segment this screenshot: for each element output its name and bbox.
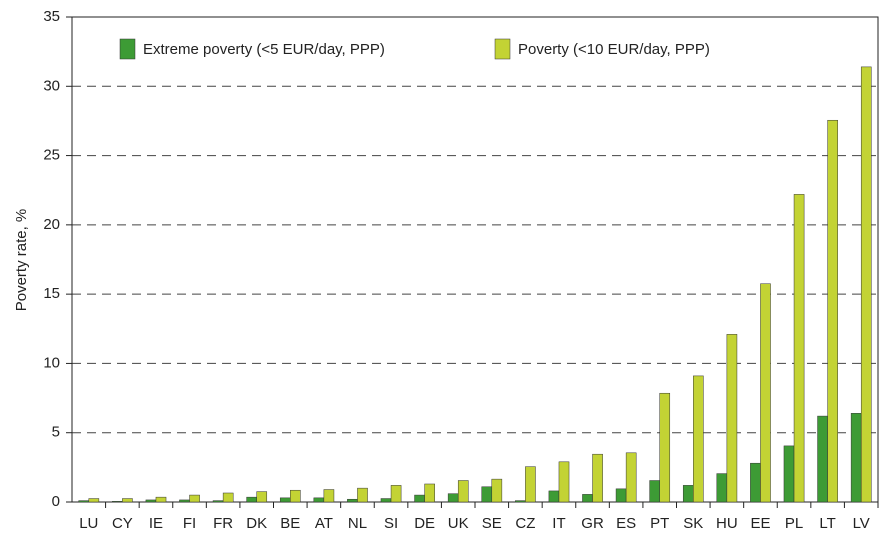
bar	[88, 498, 100, 503]
bar	[390, 485, 402, 503]
bar	[290, 489, 301, 503]
y-tick-label: 0	[52, 493, 60, 510]
x-tick-label: CY	[112, 515, 133, 532]
bar	[625, 452, 637, 503]
bar	[414, 494, 425, 503]
x-tick-label: AT	[315, 515, 333, 532]
x-tick-label: SK	[683, 515, 703, 532]
bar	[491, 478, 503, 503]
x-tick-label: EE	[750, 515, 770, 532]
bar	[313, 497, 325, 503]
bar	[860, 66, 872, 503]
bar	[424, 483, 435, 503]
x-tick-label: SI	[384, 515, 398, 532]
bar	[817, 415, 828, 503]
bar	[716, 473, 728, 503]
y-tick-label: 25	[43, 147, 60, 164]
bar	[457, 480, 469, 503]
bar	[525, 466, 536, 503]
x-tick-label: UK	[448, 515, 469, 532]
y-tick-label: 5	[52, 424, 60, 441]
legend-swatch	[494, 38, 511, 60]
bar	[827, 119, 838, 503]
bar	[212, 500, 224, 503]
y-tick-label: 35	[43, 8, 60, 25]
bar	[850, 413, 862, 503]
bar	[155, 496, 167, 503]
x-tick-label: PT	[650, 515, 669, 532]
legend-swatch	[119, 38, 136, 60]
x-tick-label: FR	[213, 515, 233, 532]
bar	[145, 499, 157, 503]
bar	[256, 491, 268, 503]
bar	[760, 283, 771, 503]
x-tick-label: DE	[414, 515, 435, 532]
bar	[682, 485, 694, 503]
x-tick-label: ES	[616, 515, 636, 532]
bar	[222, 492, 234, 503]
legend-label: Extreme poverty (<5 EUR/day, PPP)	[143, 41, 385, 58]
y-tick-label: 20	[43, 216, 60, 233]
x-tick-label: DK	[246, 515, 267, 532]
bar	[112, 501, 123, 503]
x-tick-label: LV	[853, 515, 870, 532]
bar	[548, 490, 560, 503]
bar	[592, 453, 603, 503]
bar	[246, 496, 257, 503]
bar	[380, 498, 392, 503]
bar	[515, 500, 526, 503]
bar	[179, 499, 190, 503]
x-tick-label: PL	[785, 515, 803, 532]
bar	[693, 375, 704, 503]
x-tick-label: SE	[482, 515, 502, 532]
legend-label: Poverty (<10 EUR/day, PPP)	[518, 41, 710, 58]
x-tick-label: HU	[716, 515, 738, 532]
bar	[783, 445, 795, 503]
bar	[481, 486, 493, 503]
x-tick-label: BE	[280, 515, 300, 532]
x-tick-label: LU	[79, 515, 98, 532]
bar	[582, 494, 593, 503]
bar	[279, 497, 291, 503]
bar	[750, 462, 761, 503]
y-tick-label: 15	[43, 285, 60, 302]
x-tick-label: IT	[552, 515, 565, 532]
x-tick-label: IE	[149, 515, 163, 532]
x-tick-label: NL	[348, 515, 367, 532]
bar	[793, 194, 805, 503]
bar	[649, 480, 660, 503]
y-axis-label: Poverty rate, %	[13, 209, 30, 312]
x-tick-label: LT	[819, 515, 835, 532]
y-tick-label: 10	[43, 354, 60, 371]
bar	[347, 498, 358, 503]
bar	[323, 489, 335, 503]
bar	[558, 461, 570, 503]
bar	[659, 392, 671, 503]
bar	[447, 493, 459, 503]
bar	[726, 334, 738, 503]
x-tick-label: GR	[581, 515, 604, 532]
x-tick-label: CZ	[515, 515, 535, 532]
bar	[357, 487, 368, 503]
plot-frame	[71, 16, 879, 503]
y-tick-label: 30	[43, 77, 60, 94]
x-tick-label: FI	[183, 515, 196, 532]
bar	[189, 494, 200, 503]
bar	[78, 500, 90, 503]
bar	[615, 488, 627, 503]
bar	[122, 498, 133, 503]
